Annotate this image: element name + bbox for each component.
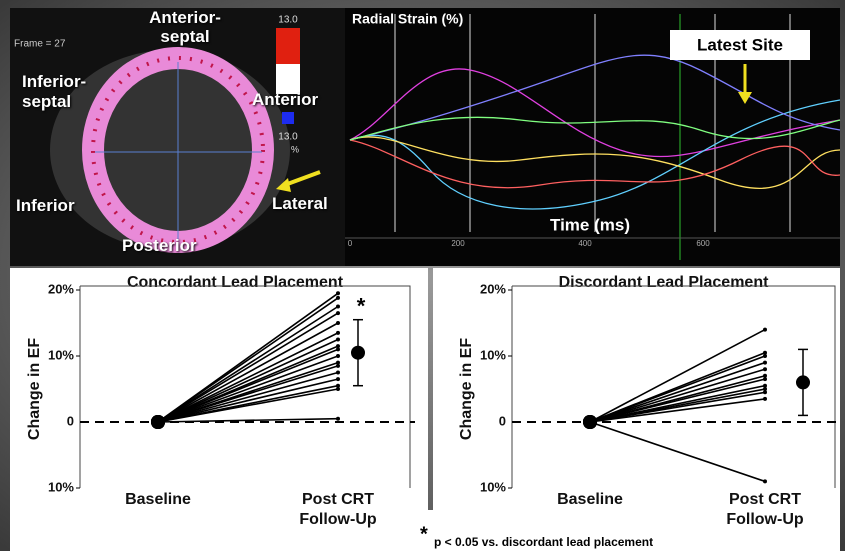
strain-x-label: Time (ms) [550,215,630,234]
x-tick-label: Post CRT Follow-Up [705,490,825,530]
scale-min: 13.0 [278,132,298,143]
patient-point [336,387,340,391]
y-tick-label: 20% [480,281,506,296]
callout-text: Latest Site [697,35,783,54]
scale-max: 13.0 [278,15,298,26]
chart-title: Discordant Lead Placement [559,274,770,291]
y-tick-label: 10% [48,347,74,362]
panel-discordant [433,268,840,510]
mean-point [796,375,810,389]
patient-point [336,364,340,368]
label-anterior-septal: Anterior-septal [130,8,240,46]
significance-mark: * [357,294,366,319]
patient-point [336,305,340,309]
patient-point [336,338,340,342]
patient-point [583,415,597,429]
slide: Frame = 27 13.0 13.0 % Radial Strain (%)… [0,0,845,551]
label-inferior: Inferior [16,196,75,216]
patient-point [336,331,340,335]
x-tick-label: Post CRT Follow-Up [278,490,398,530]
patient-point [336,354,340,358]
label-lateral: Lateral [272,194,328,214]
patient-point [763,377,767,381]
patient-point [763,367,767,371]
strain-x-tick: 200 [451,239,465,248]
x-tick-label: Baseline [530,490,650,510]
y-tick-label: 0 [67,413,74,428]
color-scale-blue [282,112,294,124]
label-inferior-septal: Inferior-septal [22,72,102,112]
footnote-symbol: * [420,523,428,545]
patient-point [336,347,340,351]
patient-point [763,328,767,332]
y-tick-label: 10% [48,479,74,494]
y-tick-label: 0 [499,413,506,428]
patient-point [336,371,340,375]
patient-point [763,390,767,394]
patient-point [151,415,165,429]
color-scale-red [276,28,300,64]
scale-unit: % [291,144,299,154]
strain-x-tick: 0 [348,239,353,248]
chart-title: Concordant Lead Placement [127,274,344,291]
patient-point [336,321,340,325]
patient-point [763,479,767,483]
patient-point [336,417,340,421]
y-axis-label: Change in EF [458,338,475,440]
patient-point [336,377,340,381]
frame-label: Frame = 27 [14,39,66,50]
strain-title: Radial Strain (%) [352,11,463,27]
x-tick-label: Baseline [98,490,218,510]
strain-x-tick: 400 [578,239,592,248]
y-tick-label: 20% [48,281,74,296]
patient-point [336,311,340,315]
label-anterior: Anterior [252,90,318,110]
label-posterior: Posterior [122,236,197,256]
strain-x-tick: 600 [696,239,710,248]
patient-point [763,361,767,365]
y-axis-label: Change in EF [26,338,43,440]
patient-point [763,397,767,401]
patient-point [336,296,340,300]
patient-point [763,354,767,358]
patient-point [336,291,340,295]
mean-point [351,346,365,360]
y-tick-label: 10% [480,479,506,494]
y-tick-label: 10% [480,347,506,362]
figure: Frame = 27 13.0 13.0 % Radial Strain (%)… [0,0,845,551]
footnote-text: p < 0.05 vs. discordant lead placement [434,535,653,549]
